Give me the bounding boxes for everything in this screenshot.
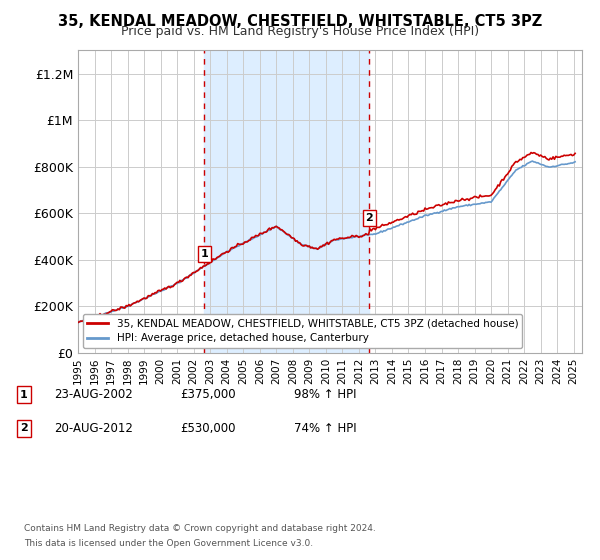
- Text: Price paid vs. HM Land Registry's House Price Index (HPI): Price paid vs. HM Land Registry's House …: [121, 25, 479, 38]
- Text: 1: 1: [20, 390, 28, 400]
- Text: 74% ↑ HPI: 74% ↑ HPI: [294, 422, 356, 435]
- Text: 23-AUG-2002: 23-AUG-2002: [54, 388, 133, 402]
- Text: 20-AUG-2012: 20-AUG-2012: [54, 422, 133, 435]
- Bar: [204, 50, 370, 353]
- Legend: 35, KENDAL MEADOW, CHESTFIELD, WHITSTABLE, CT5 3PZ (detached house), HPI: Averag: 35, KENDAL MEADOW, CHESTFIELD, WHITSTABL…: [83, 314, 523, 348]
- Text: 2: 2: [20, 423, 28, 433]
- Text: Contains HM Land Registry data © Crown copyright and database right 2024.: Contains HM Land Registry data © Crown c…: [24, 524, 376, 533]
- Text: 1: 1: [200, 249, 208, 259]
- Text: 2: 2: [365, 213, 373, 223]
- Text: This data is licensed under the Open Government Licence v3.0.: This data is licensed under the Open Gov…: [24, 539, 313, 548]
- Text: 35, KENDAL MEADOW, CHESTFIELD, WHITSTABLE, CT5 3PZ: 35, KENDAL MEADOW, CHESTFIELD, WHITSTABL…: [58, 14, 542, 29]
- Text: £375,000: £375,000: [180, 388, 236, 402]
- Text: £530,000: £530,000: [180, 422, 235, 435]
- Text: 98% ↑ HPI: 98% ↑ HPI: [294, 388, 356, 402]
